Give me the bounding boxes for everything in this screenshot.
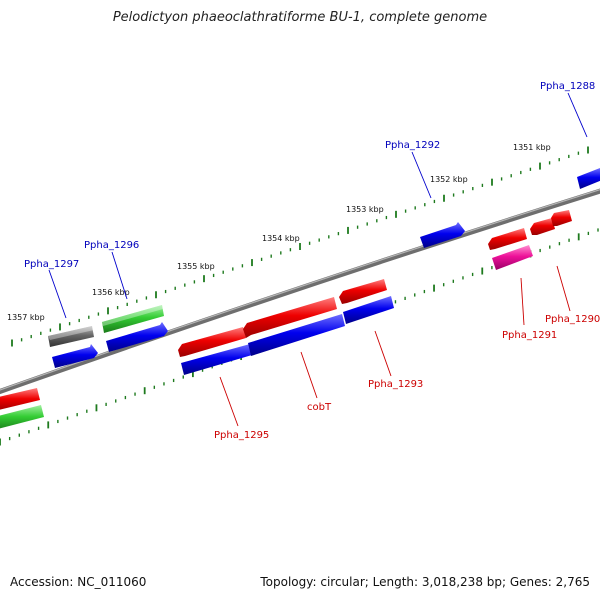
kbp-label-1357: 1357 kbp bbox=[7, 313, 45, 322]
leader-ppha1291 bbox=[520, 277, 525, 326]
leader-ppha1288 bbox=[567, 92, 588, 138]
gene-blue-3[interactable] bbox=[181, 344, 252, 375]
genome-backbone bbox=[0, 188, 600, 395]
label-ppha1296: Ppha_1296 bbox=[84, 240, 139, 251]
gene-blue-7[interactable] bbox=[577, 168, 600, 189]
gene-blue-6[interactable] bbox=[420, 222, 465, 248]
outer-tick-ruler bbox=[11, 146, 589, 347]
gene-edge-red[interactable] bbox=[0, 388, 40, 412]
leader-ppha1296 bbox=[111, 251, 128, 300]
label-cobT: cobT bbox=[307, 402, 332, 413]
leader-ppha1295 bbox=[219, 376, 239, 427]
gene-ppha1296[interactable] bbox=[102, 305, 164, 333]
gene-red-6[interactable] bbox=[530, 218, 555, 235]
gene-cobT[interactable] bbox=[243, 297, 337, 338]
gene-ppha1293[interactable] bbox=[339, 279, 387, 304]
label-ppha1288: Ppha_1288 bbox=[540, 81, 595, 92]
label-ppha1293: Ppha_1293 bbox=[368, 379, 423, 390]
leader-ppha1290 bbox=[556, 265, 571, 312]
gene-blue-4[interactable] bbox=[248, 314, 345, 356]
kbp-label-1352: 1352 kbp bbox=[430, 175, 468, 184]
gene-edge-green[interactable] bbox=[0, 405, 44, 431]
gene-blue-1[interactable] bbox=[52, 344, 98, 368]
kbp-label-1355: 1355 kbp bbox=[177, 262, 215, 271]
gene-ppha1297[interactable] bbox=[48, 326, 94, 347]
leader-ppha1292 bbox=[411, 151, 432, 199]
kbp-label-1351: 1351 kbp bbox=[513, 143, 551, 152]
kbp-label-1353: 1353 kbp bbox=[346, 205, 384, 214]
gene-red-4[interactable] bbox=[488, 228, 527, 250]
gene-ppha1290[interactable] bbox=[551, 210, 572, 226]
kbp-label-1356: 1356 kbp bbox=[92, 288, 130, 297]
gene-blue-2[interactable] bbox=[106, 322, 168, 352]
label-ppha1291: Ppha_1291 bbox=[502, 330, 557, 341]
leader-ppha1293 bbox=[374, 330, 392, 377]
label-ppha1292: Ppha_1292 bbox=[385, 140, 440, 151]
kbp-label-1354: 1354 kbp bbox=[262, 234, 300, 243]
label-ppha1290: Ppha_1290 bbox=[545, 314, 600, 325]
gene-blue-5[interactable] bbox=[343, 296, 394, 324]
leader-ppha1297 bbox=[48, 269, 67, 319]
gene-ppha1291[interactable] bbox=[492, 245, 533, 270]
gene-ppha1295[interactable] bbox=[178, 327, 246, 357]
label-ppha1295: Ppha_1295 bbox=[214, 430, 269, 441]
label-ppha1297: Ppha_1297 bbox=[24, 259, 79, 270]
genome-summary: Topology: circular; Length: 3,018,238 bp… bbox=[260, 575, 590, 589]
accession-label: Accession: NC_011060 bbox=[10, 575, 147, 589]
map-title: Pelodictyon phaeoclathratiforme BU-1, co… bbox=[112, 10, 488, 25]
leader-cobT bbox=[300, 351, 318, 399]
